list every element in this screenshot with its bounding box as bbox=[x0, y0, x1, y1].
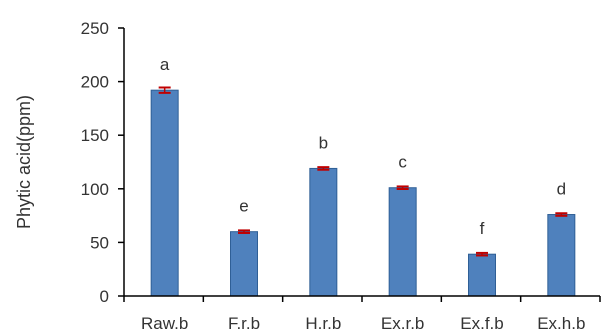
error-bar-Raw.b bbox=[158, 86, 171, 94]
error-bar-F.r.b bbox=[238, 229, 250, 234]
significance-label: b bbox=[319, 133, 328, 152]
bar-Raw.b bbox=[150, 89, 179, 297]
category-label: H.r.b bbox=[305, 314, 341, 333]
category-label: F.r.b bbox=[228, 314, 260, 333]
y-tick-label: 50 bbox=[90, 233, 109, 252]
error-bar-Ex.r.b bbox=[396, 185, 409, 191]
y-axis-title: Phytic acid(ppm) bbox=[14, 95, 34, 229]
y-tick-label: 200 bbox=[81, 73, 109, 92]
category-label: Raw.b bbox=[141, 314, 188, 333]
error-bar-H.r.b bbox=[317, 166, 330, 171]
bar-H.r.b bbox=[309, 167, 338, 297]
bar-F.r.b bbox=[230, 231, 258, 297]
y-tick-label: 100 bbox=[81, 180, 109, 199]
category-label: Ex.h.b bbox=[537, 314, 585, 333]
y-tick-label: 250 bbox=[81, 19, 109, 38]
bar-Ex.r.b bbox=[388, 187, 417, 297]
significance-label: d bbox=[557, 180, 566, 199]
category-label: Ex.r.b bbox=[381, 314, 424, 333]
significance-label: c bbox=[398, 153, 407, 172]
y-tick-label: 0 bbox=[100, 287, 109, 306]
y-axis-ticks: 0 50 100 150 200 250 bbox=[81, 19, 601, 306]
significance-label: a bbox=[160, 55, 170, 74]
error-bar-Ex.h.b bbox=[555, 212, 568, 217]
bar-Ex.f.b bbox=[468, 253, 496, 297]
significance-labels-group: a e b c f d bbox=[160, 55, 566, 238]
bar-Ex.h.b bbox=[547, 214, 576, 297]
error-bars-group bbox=[158, 86, 568, 257]
significance-label: f bbox=[480, 219, 485, 238]
bars-group bbox=[150, 89, 576, 297]
category-labels-group: Raw.b F.r.b H.r.b Ex.r.b Ex.f.b Ex.h.b bbox=[141, 314, 585, 333]
significance-label: e bbox=[239, 197, 248, 216]
y-tick-label: 150 bbox=[81, 126, 109, 145]
error-bar-Ex.f.b bbox=[476, 251, 488, 257]
category-label: Ex.f.b bbox=[460, 314, 503, 333]
